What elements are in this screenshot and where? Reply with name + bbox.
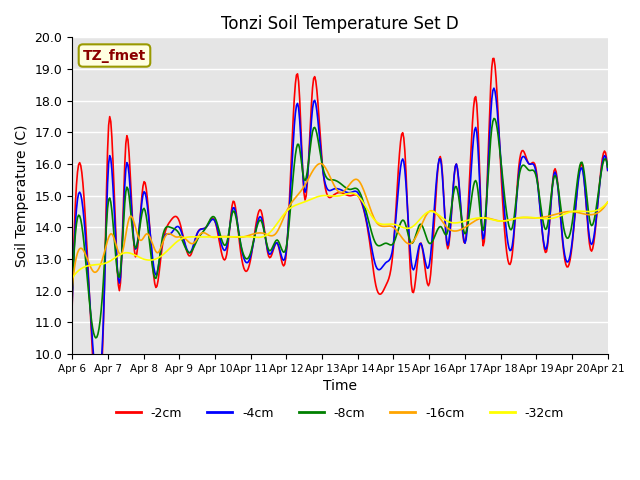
Title: Tonzi Soil Temperature Set D: Tonzi Soil Temperature Set D [221,15,459,33]
Text: TZ_fmet: TZ_fmet [83,48,146,62]
X-axis label: Time: Time [323,379,357,394]
Y-axis label: Soil Temperature (C): Soil Temperature (C) [15,124,29,267]
Legend: -2cm, -4cm, -8cm, -16cm, -32cm: -2cm, -4cm, -8cm, -16cm, -32cm [111,402,569,424]
